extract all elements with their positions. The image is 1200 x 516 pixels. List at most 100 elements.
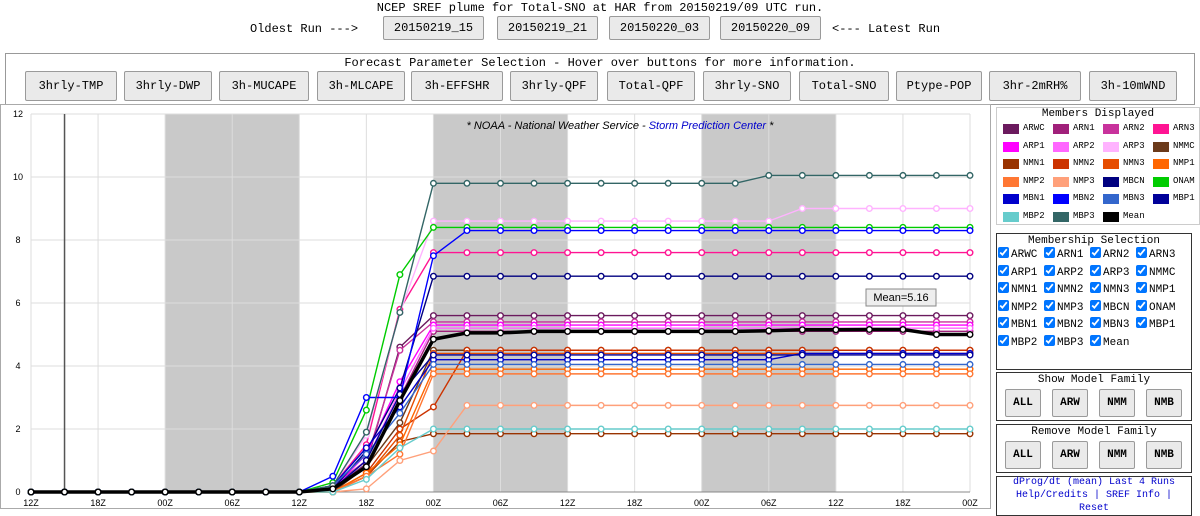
member-checkbox[interactable] xyxy=(998,299,1009,311)
parameter-button[interactable]: Ptype-POP xyxy=(896,71,982,101)
parameter-button[interactable]: Total-QPF xyxy=(607,71,695,101)
x-tick-label: 00Z xyxy=(157,498,173,508)
family-button[interactable]: NMM xyxy=(1099,441,1135,469)
member-checkbox[interactable] xyxy=(1090,282,1102,293)
parameter-button[interactable]: 3h-MLCAPE xyxy=(317,71,405,101)
member-checkbox[interactable] xyxy=(998,334,1009,346)
family-button[interactable]: NMB xyxy=(1146,389,1182,417)
member-checkbox[interactable] xyxy=(1044,317,1056,328)
data-point xyxy=(698,227,706,235)
family-button[interactable]: ARW xyxy=(1052,389,1088,417)
data-point xyxy=(362,444,370,452)
footer-link[interactable]: dProg/dt (mean) Last 4 Runs xyxy=(1012,477,1176,488)
data-point xyxy=(865,360,873,368)
member-checkbox[interactable] xyxy=(998,264,1009,276)
member-checkbox[interactable] xyxy=(1044,264,1056,276)
parameter-button[interactable]: 3hrly-TMP xyxy=(25,71,117,101)
family-button[interactable]: ARW xyxy=(1052,441,1088,469)
data-point xyxy=(798,227,806,235)
member-checkbox[interactable] xyxy=(1136,282,1148,293)
legend-swatch xyxy=(1003,141,1019,152)
run-button[interactable]: 20150219_21 xyxy=(497,16,598,40)
legend-swatch xyxy=(1003,124,1019,134)
family-button[interactable]: NMM xyxy=(1099,389,1135,417)
member-checkbox[interactable] xyxy=(1136,247,1148,258)
member-checkbox[interactable] xyxy=(998,317,1009,328)
data-point xyxy=(497,401,505,409)
member-checkbox[interactable] xyxy=(1044,247,1056,258)
legend-swatch xyxy=(1003,211,1019,222)
member-checkbox[interactable] xyxy=(1136,264,1148,276)
member-checkbox[interactable] xyxy=(1136,317,1148,328)
data-point xyxy=(865,227,873,235)
x-tick-label: 18Z xyxy=(627,498,643,508)
member-checkbox[interactable] xyxy=(1090,299,1102,311)
data-point xyxy=(396,457,404,465)
member-checkbox[interactable] xyxy=(998,247,1009,258)
data-point xyxy=(899,204,907,212)
x-tick-label: 18Z xyxy=(359,498,375,508)
data-point xyxy=(429,403,437,411)
watermark-link[interactable]: Storm Prediction Center xyxy=(649,120,768,132)
data-point xyxy=(966,425,974,433)
member-label: NMP2 xyxy=(1011,301,1038,314)
data-point xyxy=(564,327,572,335)
legend-swatch xyxy=(1053,176,1069,187)
legend-swatch xyxy=(1153,159,1169,169)
data-point xyxy=(128,488,136,496)
member-checkbox[interactable] xyxy=(1090,247,1102,258)
run-button[interactable]: 20150219_15 xyxy=(383,16,484,40)
data-point xyxy=(664,179,672,187)
data-point xyxy=(765,370,773,378)
data-point xyxy=(765,249,773,257)
tooltip-box xyxy=(865,288,937,307)
data-point xyxy=(832,171,840,179)
family-button[interactable]: ALL xyxy=(1005,389,1041,417)
member-checkbox[interactable] xyxy=(1044,282,1056,293)
legend-label: ARP3 xyxy=(1123,140,1145,151)
member-checkbox[interactable] xyxy=(1090,317,1102,328)
data-point xyxy=(966,401,974,409)
data-point xyxy=(765,312,773,320)
parameter-button[interactable]: 3hrly-QPF xyxy=(510,71,598,101)
family-button[interactable]: ALL xyxy=(1005,441,1041,469)
legend-label: ARP1 xyxy=(1023,140,1045,151)
data-point xyxy=(932,360,940,368)
data-point xyxy=(832,360,840,368)
data-point xyxy=(865,204,873,212)
legend-swatch xyxy=(1103,176,1119,187)
data-point xyxy=(631,312,639,320)
oldest-label: Oldest Run ---> xyxy=(250,22,359,36)
member-label: MBN3 xyxy=(1103,319,1130,331)
member-checkbox[interactable] xyxy=(1090,264,1102,276)
parameter-button[interactable]: 3h-MUCAPE xyxy=(219,71,309,101)
data-point xyxy=(195,488,203,496)
legend-swatch xyxy=(1053,159,1069,169)
parameter-button[interactable]: 3hrly-SNO xyxy=(703,71,791,101)
data-point xyxy=(463,370,471,378)
run-button[interactable]: 20150220_03 xyxy=(609,16,710,40)
footer-link[interactable]: Help/Credits | SREF Info | xyxy=(1015,490,1173,501)
data-point xyxy=(798,351,806,359)
member-checkbox[interactable] xyxy=(1136,299,1148,311)
x-tick-label: 06Z xyxy=(761,498,777,508)
member-checkbox[interactable] xyxy=(1044,334,1056,346)
parameter-button[interactable]: 3hrly-DWP xyxy=(124,71,212,101)
watermark-suffix: * xyxy=(766,120,774,132)
data-point xyxy=(429,447,437,455)
data-point xyxy=(530,217,538,225)
family-button[interactable]: NMB xyxy=(1146,441,1182,469)
parameter-button[interactable]: 3h-EFFSHR xyxy=(411,71,503,101)
data-point xyxy=(765,227,773,235)
member-checkbox[interactable] xyxy=(1090,334,1102,346)
parameter-button[interactable]: Total-SNO xyxy=(799,71,889,101)
parameter-button[interactable]: 3h-10mWND xyxy=(1089,71,1177,101)
parameter-button[interactable]: 3hr-2mRH% xyxy=(989,71,1081,101)
data-point xyxy=(966,312,974,320)
data-point xyxy=(631,179,639,187)
data-point xyxy=(497,351,505,359)
member-checkbox[interactable] xyxy=(1044,299,1056,311)
member-checkbox[interactable] xyxy=(998,282,1009,293)
data-point xyxy=(61,488,69,496)
run-button[interactable]: 20150220_09 xyxy=(720,16,821,40)
